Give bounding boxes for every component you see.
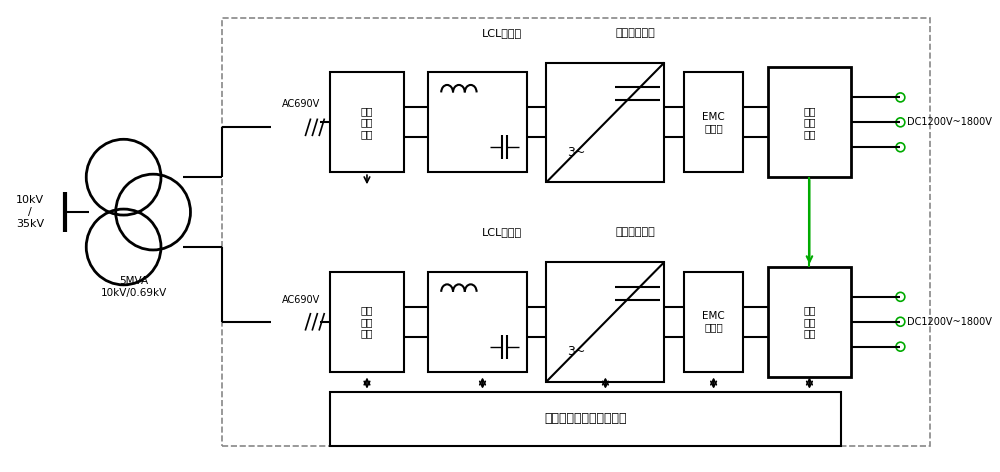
Bar	[546, 262, 664, 381]
Text: 3~: 3~	[567, 146, 585, 159]
Bar	[330, 392, 841, 447]
Bar	[428, 272, 527, 371]
Text: 三电平变流器: 三电平变流器	[615, 227, 655, 237]
Text: AC690V: AC690V	[281, 295, 320, 305]
Bar	[546, 62, 664, 182]
Bar	[428, 73, 527, 172]
Text: 3~: 3~	[567, 345, 585, 358]
Text: 5MVA
10kV/0.69kV: 5MVA 10kV/0.69kV	[100, 276, 167, 298]
Text: AC690V: AC690V	[281, 100, 320, 110]
Text: 虚拟同步机集中控制单元: 虚拟同步机集中控制单元	[545, 413, 627, 425]
Text: LCL滤波器: LCL滤波器	[482, 27, 522, 38]
Bar	[684, 73, 743, 172]
Text: EMC
滤波器: EMC 滤波器	[702, 311, 725, 333]
Bar	[768, 267, 851, 377]
Text: DC1200V~1800V: DC1200V~1800V	[907, 317, 992, 327]
Bar	[330, 73, 404, 172]
Bar	[330, 272, 404, 371]
Text: EMC
滤波器: EMC 滤波器	[702, 111, 725, 133]
Text: LCL滤波器: LCL滤波器	[482, 227, 522, 237]
Text: 10kV
/
35kV: 10kV / 35kV	[16, 195, 44, 228]
Bar	[768, 67, 851, 177]
Bar	[222, 17, 930, 447]
Text: 三电平变流器: 三电平变流器	[615, 27, 655, 38]
Bar	[684, 272, 743, 371]
Text: 交流
配电
单元: 交流 配电 单元	[361, 305, 373, 338]
Text: 交流
配电
单元: 交流 配电 单元	[361, 106, 373, 139]
Text: DC1200V~1800V: DC1200V~1800V	[907, 118, 992, 127]
Text: 直流
配电
单元: 直流 配电 单元	[803, 305, 816, 338]
Text: 直流
配电
单元: 直流 配电 单元	[803, 106, 816, 139]
